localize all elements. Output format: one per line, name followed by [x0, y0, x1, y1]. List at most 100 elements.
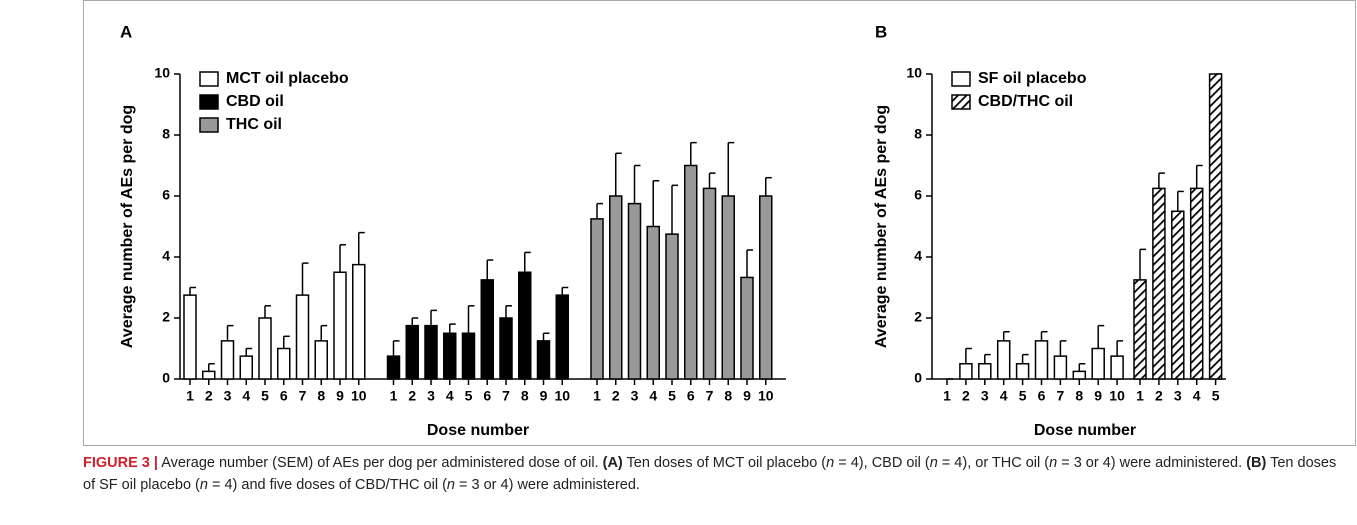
y-tick-label: 0 — [162, 370, 170, 386]
caption-text: n — [929, 455, 938, 471]
y-axis-title: Average number of AEs per dog — [873, 105, 890, 348]
legend-swatch — [199, 94, 219, 110]
caption-text: n — [1049, 455, 1058, 471]
bar — [333, 271, 347, 380]
bar — [1171, 210, 1185, 380]
x-tick-label: 10 — [554, 388, 570, 404]
legend-swatch — [199, 71, 219, 87]
x-axis-title: Dose number — [1034, 422, 1136, 439]
x-tick-label: 1 — [390, 388, 398, 404]
frame — [83, 0, 1356, 446]
x-tick-label: 6 — [687, 388, 695, 404]
bar — [759, 195, 773, 380]
x-tick-label: 8 — [521, 388, 529, 404]
x-tick-label: 8 — [1075, 388, 1083, 404]
x-tick-label: 7 — [502, 388, 510, 404]
legend-swatch — [951, 71, 971, 87]
caption-text: n — [199, 477, 208, 493]
y-tick-label: 6 — [914, 187, 922, 203]
caption-text: n — [826, 455, 835, 471]
x-tick-label: 9 — [540, 388, 548, 404]
x-tick-label: 10 — [1109, 388, 1125, 404]
caption-text: FIGURE 3 | — [83, 455, 158, 471]
bar — [443, 332, 457, 380]
caption-text: = 3 or 4) were administered. — [1057, 455, 1247, 471]
bar — [978, 363, 992, 380]
y-tick-label: 4 — [914, 248, 922, 264]
x-tick-label: 1 — [186, 388, 194, 404]
legend-label: CBD oil — [226, 93, 284, 110]
x-tick-label: 2 — [1155, 388, 1163, 404]
y-tick-label: 10 — [906, 65, 922, 81]
bar — [1189, 187, 1204, 380]
bar — [1015, 363, 1030, 380]
bar — [1208, 73, 1223, 380]
x-tick-label: 9 — [336, 388, 344, 404]
x-tick-label: 6 — [483, 388, 491, 404]
caption-text: (B) — [1246, 455, 1267, 471]
caption-text: = 4) and five doses of CBD/THC oil ( — [207, 477, 447, 493]
bar — [555, 294, 569, 380]
caption-text: Ten doses of SF oil placebo ( — [83, 455, 1337, 493]
x-tick-label: 1 — [943, 388, 951, 404]
legend-swatch — [199, 117, 219, 133]
caption-text: Average number (SEM) of AEs per dog per … — [157, 455, 603, 471]
bar — [536, 340, 551, 380]
bar — [1110, 355, 1124, 380]
bar — [480, 279, 494, 380]
bar — [202, 370, 216, 380]
x-tick-label: 3 — [981, 388, 989, 404]
caption-text: Ten doses of MCT oil placebo ( — [622, 455, 827, 471]
caption-text: (A) — [602, 455, 623, 471]
bar — [1091, 347, 1105, 380]
y-axis-title: Average number of AEs per dog — [119, 105, 136, 348]
x-tick-label: 7 — [1057, 388, 1065, 404]
x-tick-label: 4 — [649, 388, 657, 404]
x-tick-label: 3 — [427, 388, 435, 404]
x-tick-label: 2 — [205, 388, 213, 404]
x-tick-label: 4 — [1193, 388, 1201, 404]
caption-text: = 4), CBD oil ( — [834, 455, 930, 471]
bar — [627, 202, 642, 380]
x-tick-label: 3 — [224, 388, 232, 404]
x-tick-label: 6 — [1038, 388, 1046, 404]
y-tick-label: 2 — [914, 309, 922, 325]
bar — [609, 195, 623, 380]
x-tick-label: 6 — [280, 388, 288, 404]
figure: A Average number of AEs per dog Dose numbe… — [83, 0, 1356, 446]
x-tick-label: 1 — [593, 388, 601, 404]
y-tick-label: 10 — [154, 65, 170, 81]
x-tick-label: 5 — [1019, 388, 1027, 404]
bar — [461, 332, 476, 380]
x-tick-label: 2 — [612, 388, 620, 404]
bar — [590, 218, 604, 380]
x-tick-label: 10 — [758, 388, 774, 404]
bar — [684, 164, 698, 380]
bar — [314, 340, 328, 380]
bar — [996, 340, 1011, 380]
bar — [239, 355, 253, 380]
bar — [1152, 187, 1166, 380]
y-tick-label: 8 — [162, 126, 170, 142]
legend-label: MCT oil placebo — [226, 70, 349, 87]
y-tick-label: 6 — [162, 187, 170, 203]
bar — [721, 195, 735, 380]
caption: FIGURE 3 | Average number (SEM) of AEs p… — [83, 452, 1343, 496]
y-tick-label: 4 — [162, 248, 170, 264]
x-axis-title: Dose number — [427, 422, 529, 439]
bar — [740, 276, 754, 380]
bar — [1133, 279, 1147, 380]
bar — [499, 317, 513, 380]
bar — [1034, 340, 1049, 380]
x-tick-label: 4 — [242, 388, 250, 404]
x-tick-label: 2 — [962, 388, 970, 404]
bar — [1053, 355, 1068, 380]
x-tick-label: 2 — [408, 388, 416, 404]
legend-label: SF oil placebo — [978, 70, 1087, 87]
x-tick-label: 5 — [465, 388, 473, 404]
bar — [646, 225, 660, 380]
bar — [702, 187, 717, 380]
x-tick-label: 7 — [706, 388, 714, 404]
y-tick-label: 8 — [914, 126, 922, 142]
